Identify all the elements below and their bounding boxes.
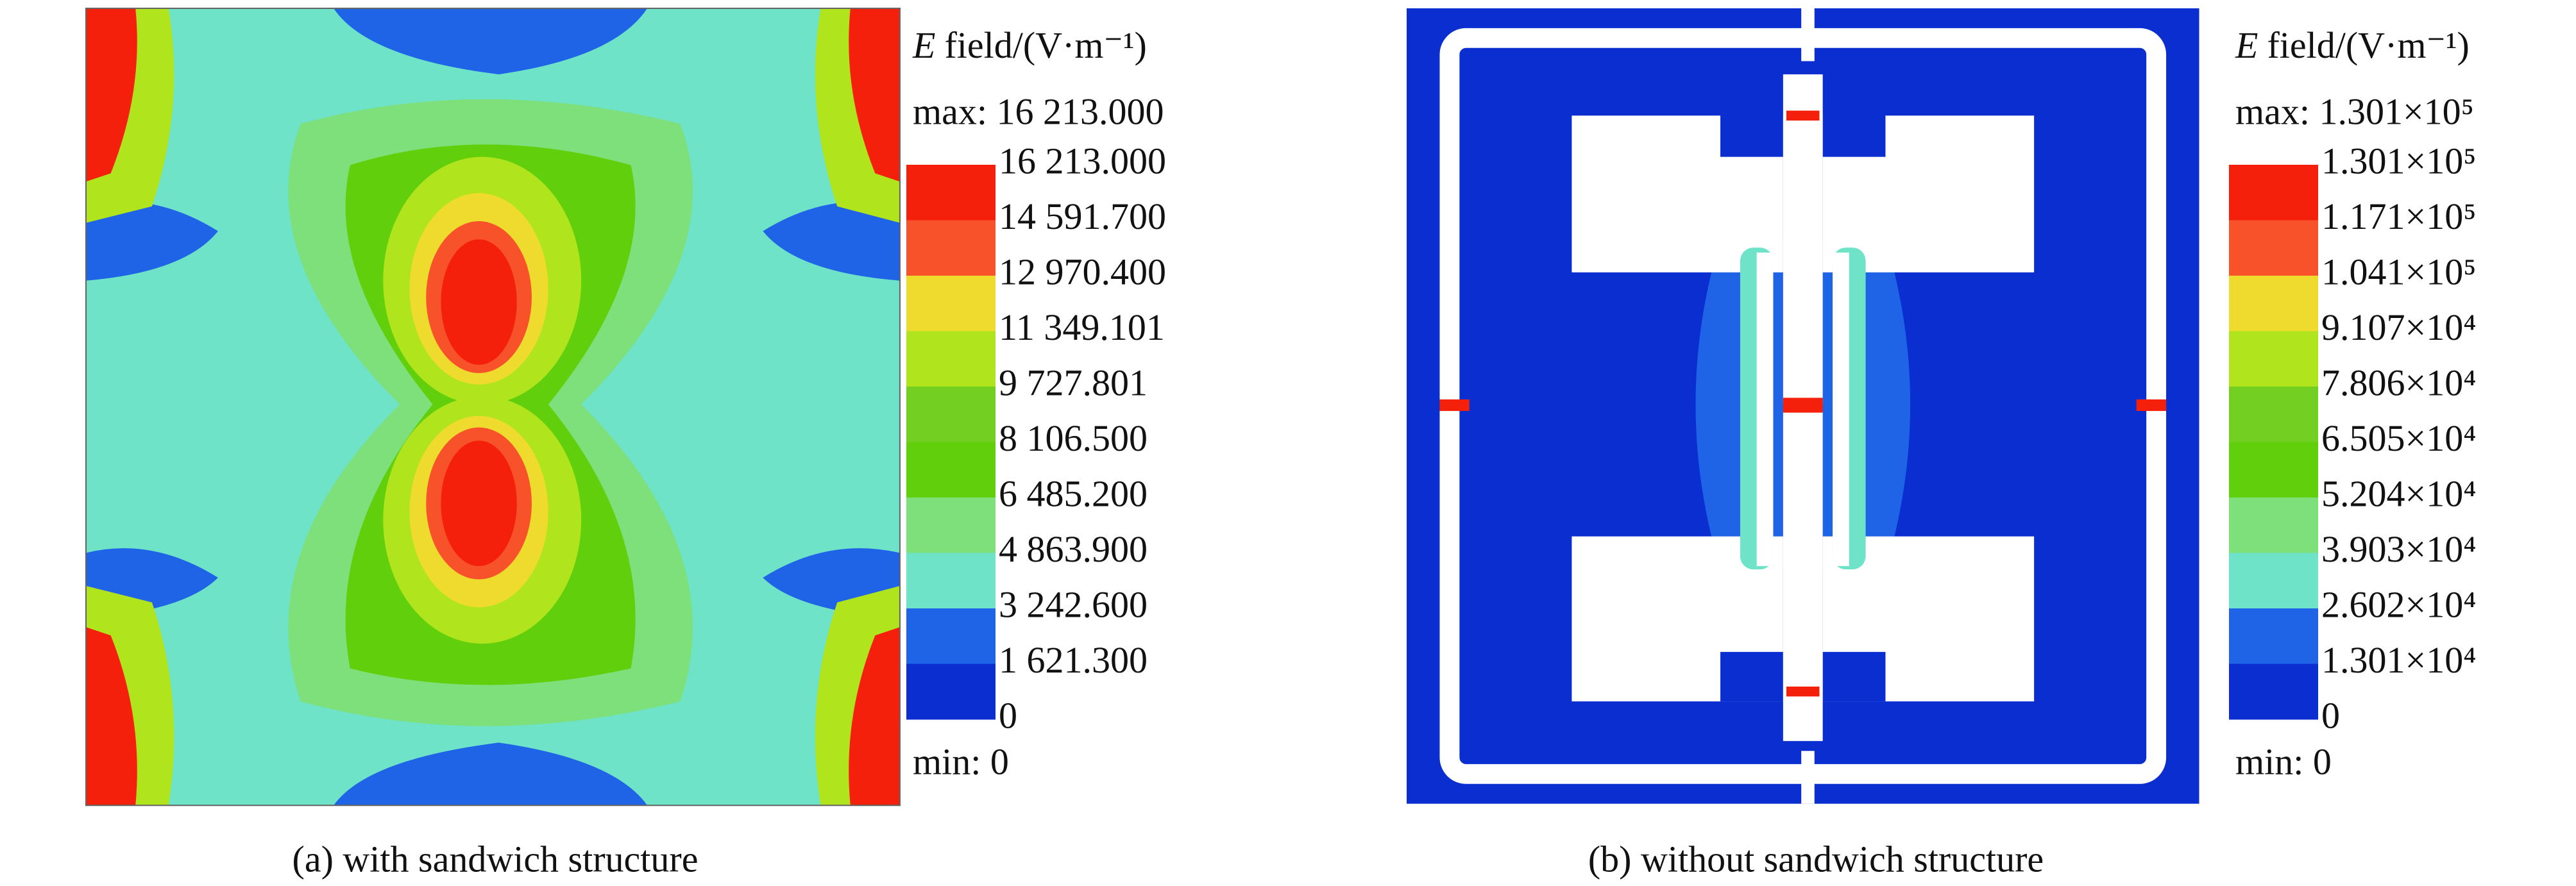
colorbar-band bbox=[2229, 608, 2318, 664]
colorbar-label: 1 621.300 bbox=[999, 639, 1148, 681]
colorbar-label: 1.171×10⁵ bbox=[2321, 196, 2476, 237]
field-plot-b bbox=[1407, 8, 2199, 804]
max-label: max: 1.301×10⁵ bbox=[2235, 90, 2474, 132]
colorbar-band bbox=[906, 553, 996, 609]
legend-symbol: E bbox=[912, 24, 935, 66]
colorbar-band bbox=[906, 276, 996, 331]
colorbar-band bbox=[2229, 664, 2318, 720]
colorbar-band bbox=[2229, 553, 2318, 609]
colorbar-label: 1.301×10⁴ bbox=[2321, 639, 2476, 681]
colorbar-band bbox=[2229, 220, 2318, 276]
colorbar-label: 6.505×10⁴ bbox=[2321, 417, 2476, 459]
colorbar-band bbox=[2229, 331, 2318, 387]
colorbar-band bbox=[2229, 165, 2318, 221]
colorbar-label: 0 bbox=[999, 694, 1017, 736]
colorbar-band bbox=[2229, 497, 2318, 553]
colorbar-label: 7.806×10⁴ bbox=[2321, 362, 2476, 403]
colorbar-label: 8 106.500 bbox=[999, 417, 1148, 459]
colorbar-band bbox=[2229, 276, 2318, 331]
colorbar-band bbox=[906, 442, 996, 498]
colorbar-label: 1.041×10⁵ bbox=[2321, 251, 2476, 292]
min-label: min: 0 bbox=[913, 740, 1009, 782]
caption: (a) with sandwich structure bbox=[292, 838, 699, 880]
colorbar-label: 0 bbox=[2321, 694, 2340, 736]
field-plot-a bbox=[85, 7, 901, 807]
colorbar-label: 9 727.801 bbox=[999, 362, 1148, 403]
colorbar-label: 12 970.400 bbox=[999, 251, 1166, 292]
colorbar-label: 14 591.700 bbox=[999, 196, 1166, 237]
colorbar-label: 3 242.600 bbox=[999, 583, 1148, 625]
colorbar-label: 1.301×10⁵ bbox=[2321, 140, 2476, 181]
colorbar-band bbox=[906, 497, 996, 553]
legend-unit: field/(V·m⁻¹) bbox=[2267, 24, 2469, 66]
colorbar-band bbox=[906, 220, 996, 276]
colorbar-band bbox=[906, 608, 996, 664]
caption: (b) without sandwich structure bbox=[1588, 838, 2044, 880]
legend-symbol: E bbox=[2235, 24, 2258, 66]
colorbar-band bbox=[906, 387, 996, 442]
min-label: min: 0 bbox=[2235, 740, 2332, 782]
colorbar-label: 5.204×10⁴ bbox=[2321, 472, 2476, 514]
colorbar-label: 3.903×10⁴ bbox=[2321, 528, 2476, 570]
colorbar-label: 16 213.000 bbox=[999, 140, 1166, 181]
colorbar-band bbox=[906, 331, 996, 387]
colorbar-band bbox=[2229, 442, 2318, 498]
colorbar-label: 9.107×10⁴ bbox=[2321, 306, 2476, 348]
colorbar-label: 11 349.101 bbox=[999, 306, 1165, 348]
colorbar-label: 2.602×10⁴ bbox=[2321, 583, 2476, 625]
max-label: max: 16 213.000 bbox=[913, 90, 1164, 132]
legend-unit: field/(V·m⁻¹) bbox=[944, 24, 1146, 66]
colorbar-label: 4 863.900 bbox=[999, 528, 1148, 570]
colorbar-band bbox=[906, 664, 996, 720]
colorbar-label: 6 485.200 bbox=[999, 472, 1148, 514]
colorbar-band bbox=[906, 165, 996, 221]
colorbar-band bbox=[2229, 387, 2318, 442]
